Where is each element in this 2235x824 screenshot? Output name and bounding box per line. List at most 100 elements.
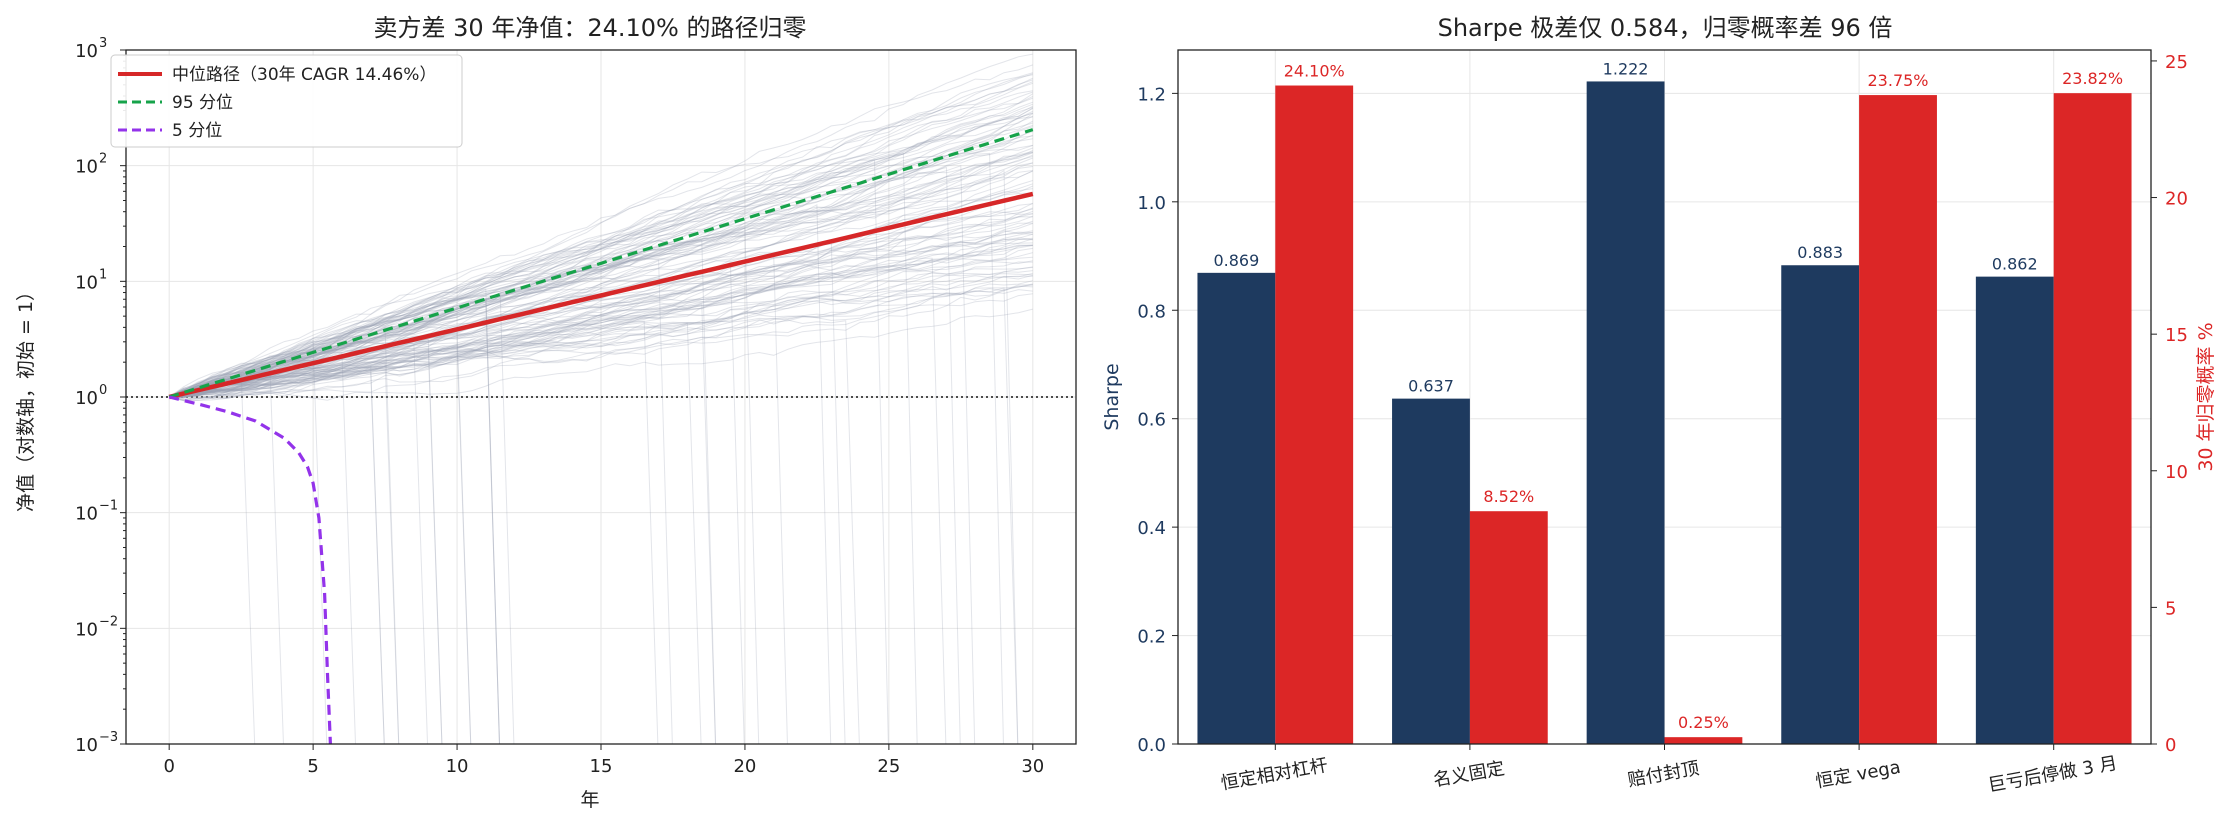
simulated-path <box>169 238 1033 398</box>
simulated-path <box>169 317 860 744</box>
sharpe-bar-label: 1.222 <box>1603 59 1649 78</box>
left-y-tick-exponent: 3 <box>99 36 107 51</box>
left-y-label: 净值（对数轴，初始 = 1） <box>15 282 37 512</box>
simulated-path <box>168 232 1033 398</box>
right-bars: 0.869 24.10% 0.637 8.52% 1.222 0.25% 0.883 23.7… <box>1197 59 2132 745</box>
simulated-path <box>169 344 429 744</box>
category-label: 恒定相对杠杆 <box>1219 755 1329 794</box>
simulated-path <box>169 244 1033 398</box>
sharpe-bar-label: 0.883 <box>1797 243 1843 262</box>
simulated-path <box>169 257 947 744</box>
left-y-tick-label: 10 <box>75 272 98 293</box>
simulated-path <box>169 275 1033 398</box>
simulated-path <box>169 185 1034 399</box>
net-value-chart: 卖方差 30 年净值：24.10% 的路径归零 0 5 10 15 20 25 30 10−… <box>15 14 1077 811</box>
simulated-path <box>169 162 1033 398</box>
simulated-path <box>168 138 1033 398</box>
simulated-path <box>169 135 1033 398</box>
simulated-path <box>169 152 1033 398</box>
ruin-tick-label: 10 <box>2165 462 2188 483</box>
left-x-ticks: 0 5 10 15 20 25 30 <box>163 744 1044 777</box>
ruin-axis-label: 30 年归零概率 % <box>2195 322 2217 471</box>
simulated-path <box>169 91 1033 398</box>
simulated-path <box>169 244 1033 399</box>
simulated-path <box>169 151 1033 398</box>
simulated-path <box>169 284 1033 398</box>
simulated-path <box>168 110 1034 398</box>
simulated-path <box>168 90 1033 398</box>
simulated-path <box>169 122 1033 398</box>
category-label: 恒定 vega <box>1814 757 1902 793</box>
simulated-path <box>169 272 1033 398</box>
left-y-tick-exponent: 2 <box>99 152 107 167</box>
simulated-path <box>169 202 1034 398</box>
simulated-path <box>169 292 515 744</box>
right-left-y-ticks: 0.0 0.2 0.4 0.6 0.8 1.0 1.2 <box>1137 84 1178 756</box>
sharpe-tick-label: 1.0 <box>1137 193 1166 214</box>
simulated-path <box>169 162 1033 398</box>
left-y-tick-label: 10 <box>75 735 98 756</box>
simulated-path <box>169 159 889 744</box>
sharpe-bar <box>1197 272 1276 744</box>
left-x-tick-label: 10 <box>446 756 469 777</box>
simulated-path <box>169 285 1033 401</box>
simulated-path <box>169 222 1033 398</box>
left-y-tick-label: 10 <box>75 619 98 640</box>
left-x-tick-label: 20 <box>733 756 756 777</box>
simulated-path <box>168 73 1033 398</box>
left-y-tick-exponent: −3 <box>99 730 118 745</box>
simulated-path <box>169 95 1034 398</box>
simulated-path <box>169 261 1033 400</box>
sharpe-tick-label: 0.0 <box>1137 735 1166 756</box>
ruin-bar-label: 8.52% <box>1483 487 1534 506</box>
simulated-path <box>168 105 1034 398</box>
sharpe-bar-label: 0.869 <box>1213 251 1259 270</box>
simulated-path <box>169 348 443 744</box>
left-y-tick-label: 10 <box>75 388 98 409</box>
sharpe-bar-label: 0.862 <box>1992 255 2038 274</box>
sharpe-tick-label: 0.2 <box>1137 627 1166 648</box>
simulated-path <box>169 231 1033 398</box>
simulated-path <box>169 230 1033 398</box>
simulated-path <box>169 266 1033 398</box>
ruin-bar <box>1469 511 1548 744</box>
simulated-path <box>169 192 1033 398</box>
simulated-path <box>169 134 1033 398</box>
left-grid <box>126 49 1076 745</box>
category-label: 名义固定 <box>1432 758 1507 791</box>
simulated-path <box>169 247 1033 398</box>
simulated-path <box>169 72 1033 398</box>
simulated-path <box>169 373 256 744</box>
simulated-path <box>169 152 918 744</box>
left-y-tick-exponent: −1 <box>99 499 118 514</box>
simulated-path <box>169 116 1033 398</box>
left-y-tick-label: 10 <box>75 41 98 62</box>
simulated-path <box>169 101 1033 398</box>
left-y-tick-exponent: 0 <box>99 383 107 398</box>
legend: 中位路径（30年 CAGR 14.46%） 95 分位 5 分位 <box>110 54 463 148</box>
p95-line <box>168 128 1034 399</box>
left-x-tick-label: 0 <box>163 756 174 777</box>
simulated-path <box>168 82 1033 398</box>
simulated-path <box>169 152 1004 744</box>
simulated-path <box>169 266 1033 398</box>
simulated-path <box>169 124 1033 398</box>
left-x-tick-label: 25 <box>877 756 900 777</box>
right-right-y-ticks: 0 5 10 15 20 25 <box>2151 52 2188 756</box>
simulated-path <box>168 144 1033 398</box>
simulated-path <box>169 340 328 744</box>
simulated-path <box>169 112 1033 398</box>
p5-line <box>168 395 332 744</box>
simulated-paths <box>168 53 1034 744</box>
simulated-path <box>169 129 1034 398</box>
left-x-tick-label: 5 <box>307 756 318 777</box>
simulated-path <box>169 215 1033 398</box>
simulated-path <box>168 151 1033 398</box>
median-path-line <box>168 191 1034 400</box>
simulated-path <box>169 280 1033 399</box>
sharpe-bar-label: 0.637 <box>1408 377 1454 396</box>
ruin-bar-label: 23.82% <box>2062 69 2123 88</box>
simulated-path <box>169 64 1033 398</box>
